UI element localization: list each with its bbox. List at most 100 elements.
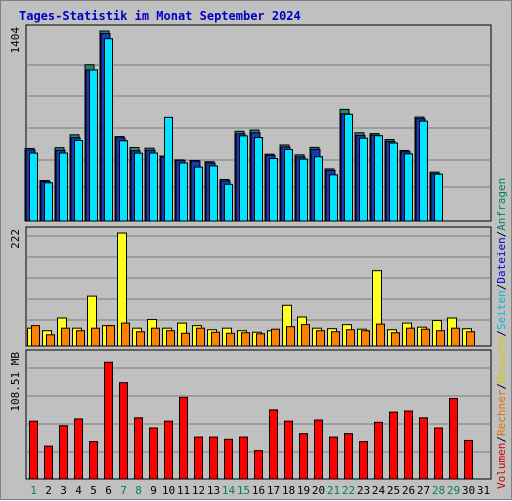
bar-rechner-day-3 <box>61 327 70 347</box>
bar-volumen-day-7 <box>119 382 128 480</box>
x-tick-day-26: 26 <box>402 484 415 497</box>
x-tick-day-4: 4 <box>75 484 82 497</box>
x-tick-day-5: 5 <box>90 484 97 497</box>
legend-item-dateien: Dateien <box>495 237 508 283</box>
bar-volumen-day-20 <box>314 419 323 480</box>
bar-volumen-day-26 <box>404 410 413 480</box>
bar-volumen-day-2 <box>44 445 53 480</box>
bar-volumen-day-8 <box>134 417 143 480</box>
bar-seiten-day-17 <box>269 157 278 222</box>
bar-seiten-day-19 <box>299 158 308 222</box>
x-tick-day-15: 15 <box>237 484 250 497</box>
y-max-label-bottom: 108.51 MB <box>9 352 22 412</box>
x-tick-day-17: 17 <box>267 484 280 497</box>
chart-title: Tages-Statistik im Monat September 2024 <box>19 9 301 23</box>
bar-rechner-day-22 <box>346 329 355 347</box>
bar-seiten-day-23 <box>359 137 368 222</box>
bar-volumen-day-17 <box>269 409 278 480</box>
bar-volumen-day-30 <box>464 439 473 480</box>
bar-rechner-day-29 <box>451 327 460 347</box>
legend-item-besuche: Besuche <box>495 337 508 383</box>
bar-rechner-day-1 <box>31 325 40 347</box>
bar-rechner-day-14 <box>226 332 235 347</box>
legend-item-anfragen: Anfragen <box>495 178 508 231</box>
bar-volumen-day-9 <box>149 427 158 480</box>
bar-rechner-day-23 <box>361 330 370 347</box>
bar-volumen-day-23 <box>359 441 368 480</box>
bar-rechner-day-30 <box>466 331 475 347</box>
bar-seiten-day-27 <box>419 120 428 222</box>
bar-rechner-day-11 <box>181 332 190 347</box>
bar-seiten-day-11 <box>179 162 188 222</box>
bar-seiten-day-15 <box>239 135 248 222</box>
bar-rechner-day-12 <box>196 327 205 347</box>
y-max-label-middle: 222 <box>9 229 22 249</box>
y-max-label-top: 1404 <box>9 27 22 54</box>
bar-volumen-day-5 <box>89 441 98 480</box>
legend-item-seiten: Seiten <box>495 290 508 330</box>
bar-seiten-day-12 <box>194 166 203 222</box>
bar-rechner-day-8 <box>136 331 145 347</box>
bar-volumen-day-4 <box>74 418 83 480</box>
bar-rechner-day-18 <box>286 326 295 347</box>
bar-rechner-day-27 <box>421 328 430 347</box>
legend: Volumen/Rechner/Besuche/Seiten/Dateien/A… <box>495 178 508 489</box>
x-tick-day-22: 22 <box>342 484 355 497</box>
x-tick-day-16: 16 <box>252 484 265 497</box>
bar-volumen-day-11 <box>179 396 188 480</box>
x-tick-day-8: 8 <box>135 484 142 497</box>
bar-seiten-day-22 <box>344 113 353 222</box>
bar-volumen-day-15 <box>239 436 248 480</box>
bar-rechner-day-21 <box>331 331 340 347</box>
x-tick-day-30: 30 <box>462 484 475 497</box>
bar-seiten-day-21 <box>329 174 338 222</box>
legend-separator: / <box>495 330 508 337</box>
bar-volumen-day-14 <box>224 438 233 480</box>
bar-seiten-day-14 <box>224 183 233 222</box>
legend-item-volumen: Volumen <box>495 443 508 489</box>
x-tick-day-27: 27 <box>417 484 430 497</box>
x-tick-day-6: 6 <box>105 484 112 497</box>
bar-rechner-day-7 <box>121 322 130 347</box>
bar-volumen-day-13 <box>209 436 218 480</box>
x-tick-day-13: 13 <box>207 484 220 497</box>
bar-seiten-day-8 <box>134 152 143 222</box>
x-tick-day-21: 21 <box>327 484 340 497</box>
x-tick-day-2: 2 <box>45 484 52 497</box>
legend-separator: / <box>495 231 508 238</box>
bar-rechner-day-28 <box>436 330 445 347</box>
x-tick-day-28: 28 <box>432 484 445 497</box>
bar-seiten-day-20 <box>314 156 323 222</box>
bar-seiten-day-1 <box>29 152 38 222</box>
bar-seiten-day-25 <box>389 142 398 222</box>
x-tick-day-11: 11 <box>177 484 190 497</box>
bar-seiten-day-26 <box>404 153 413 222</box>
bar-rechner-day-2 <box>46 334 55 347</box>
bar-volumen-day-3 <box>59 425 68 480</box>
x-tick-day-19: 19 <box>297 484 310 497</box>
bar-rechner-day-6 <box>106 325 115 347</box>
bar-volumen-day-29 <box>449 398 458 480</box>
bar-rechner-day-5 <box>91 327 100 347</box>
bar-volumen-day-27 <box>419 417 428 480</box>
bar-volumen-day-21 <box>329 436 338 480</box>
bar-volumen-day-16 <box>254 450 263 480</box>
legend-separator: / <box>495 383 508 390</box>
bar-seiten-day-5 <box>89 69 98 222</box>
bar-rechner-day-15 <box>241 332 250 347</box>
legend-separator: / <box>495 436 508 443</box>
bar-seiten-day-18 <box>284 149 293 222</box>
bar-seiten-day-6 <box>104 38 113 222</box>
bar-volumen-day-12 <box>194 436 203 480</box>
x-tick-day-7: 7 <box>120 484 127 497</box>
x-tick-day-25: 25 <box>387 484 400 497</box>
bar-seiten-day-9 <box>149 152 158 222</box>
bar-rechner-day-13 <box>211 331 220 347</box>
bar-seiten-day-24 <box>374 135 383 222</box>
bar-rechner-day-17 <box>271 328 280 347</box>
bar-rechner-day-16 <box>256 333 265 347</box>
legend-separator: / <box>495 284 508 291</box>
legend-item-rechner: Rechner <box>495 389 508 436</box>
bar-volumen-day-22 <box>344 433 353 480</box>
